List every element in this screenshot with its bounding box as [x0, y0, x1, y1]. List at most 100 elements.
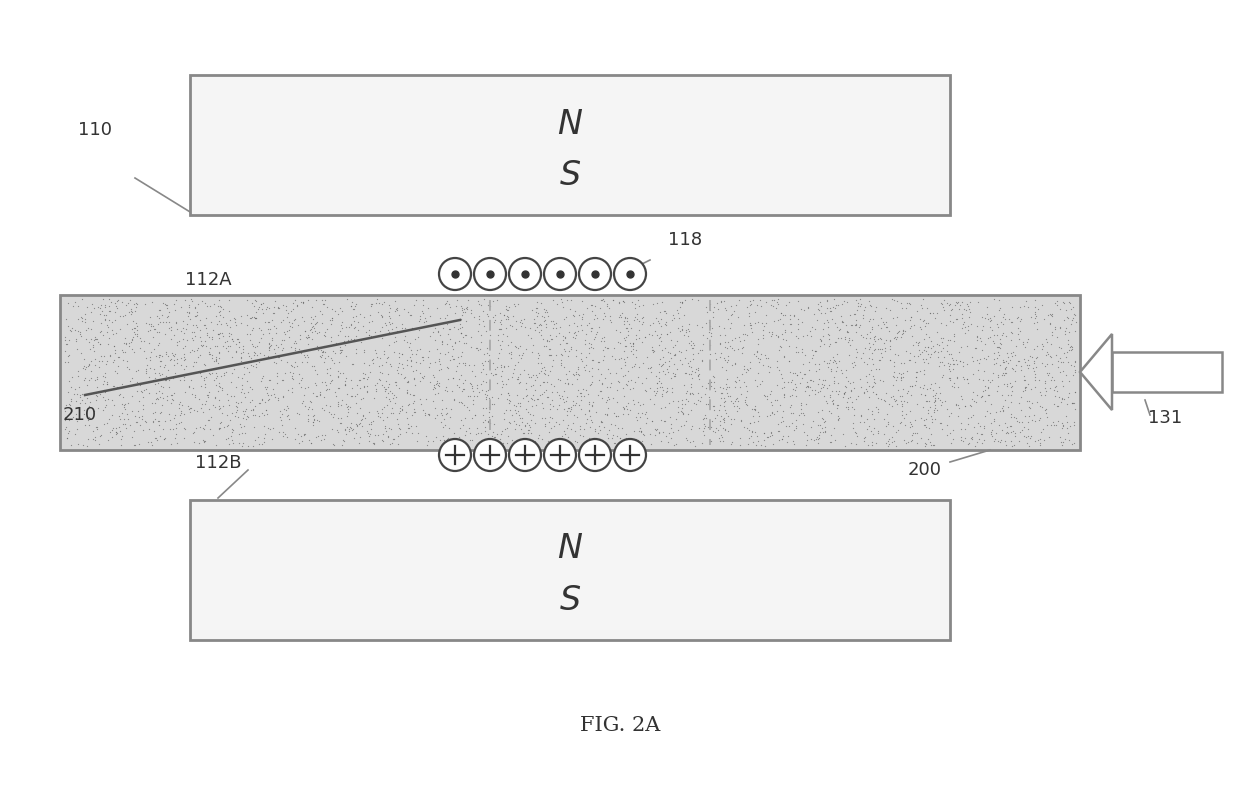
Point [202, 352, 222, 365]
Point [946, 296, 966, 308]
Point [577, 319, 596, 331]
Point [737, 363, 756, 376]
Point [712, 361, 732, 374]
Point [402, 321, 422, 334]
Point [977, 388, 997, 401]
Point [795, 348, 815, 361]
Point [312, 346, 332, 359]
Point [895, 418, 915, 431]
Point [651, 320, 671, 333]
Point [249, 356, 269, 368]
Point [330, 417, 350, 429]
Point [769, 344, 789, 357]
Point [720, 394, 740, 407]
Point [686, 398, 706, 411]
Point [387, 413, 407, 425]
Point [1052, 356, 1071, 368]
Point [868, 406, 888, 418]
Point [423, 368, 443, 381]
Point [399, 308, 419, 321]
Point [794, 409, 813, 421]
Point [615, 339, 635, 352]
Point [249, 322, 269, 335]
Point [386, 331, 405, 343]
Point [688, 370, 708, 383]
Point [243, 360, 263, 372]
Point [269, 350, 289, 363]
Point [800, 325, 820, 338]
Point [771, 368, 791, 380]
Point [415, 430, 435, 443]
Point [724, 344, 744, 357]
Point [310, 326, 330, 338]
Point [826, 336, 846, 349]
Point [897, 345, 916, 357]
Point [775, 325, 795, 338]
Point [676, 326, 696, 338]
Point [797, 329, 817, 342]
Point [455, 428, 475, 441]
Point [851, 409, 870, 422]
Point [585, 406, 605, 418]
Point [534, 303, 554, 316]
Point [144, 414, 164, 427]
Point [934, 368, 954, 381]
Point [397, 386, 417, 398]
Point [288, 406, 308, 419]
Point [512, 349, 532, 361]
Point [464, 390, 484, 402]
Point [1022, 429, 1042, 442]
Point [451, 350, 471, 362]
Point [311, 294, 331, 307]
Point [316, 398, 336, 411]
Point [702, 415, 722, 428]
Point [820, 301, 839, 314]
Point [832, 367, 852, 380]
Point [177, 309, 197, 322]
Point [216, 316, 236, 329]
Point [678, 394, 698, 407]
Point [642, 316, 662, 329]
Point [1065, 402, 1085, 415]
Point [585, 422, 605, 435]
Point [341, 401, 361, 413]
Point [279, 307, 299, 320]
Point [286, 360, 306, 372]
Point [811, 299, 831, 312]
Point [293, 295, 312, 308]
Point [653, 426, 673, 439]
Point [802, 352, 822, 365]
Point [567, 344, 587, 357]
Point [348, 436, 368, 449]
Point [233, 439, 253, 452]
Point [451, 396, 471, 409]
Point [768, 380, 787, 392]
Point [516, 420, 536, 432]
Point [283, 303, 303, 316]
Point [742, 424, 761, 437]
Point [588, 426, 608, 439]
Point [58, 349, 78, 361]
Point [155, 298, 175, 311]
Point [565, 331, 585, 344]
Point [372, 414, 392, 427]
Point [681, 355, 701, 368]
Point [299, 401, 319, 413]
Point [691, 394, 711, 407]
Point [492, 381, 512, 394]
Point [780, 340, 800, 353]
Point [920, 400, 940, 413]
Point [306, 389, 326, 402]
Point [55, 356, 74, 368]
Point [992, 402, 1012, 415]
Point [931, 345, 951, 357]
Point [505, 298, 525, 311]
Point [608, 375, 627, 387]
Point [616, 339, 636, 352]
Point [279, 383, 299, 396]
Point [306, 390, 326, 402]
Point [987, 341, 1007, 353]
Point [386, 379, 405, 391]
Point [61, 394, 81, 407]
Point [935, 394, 955, 407]
